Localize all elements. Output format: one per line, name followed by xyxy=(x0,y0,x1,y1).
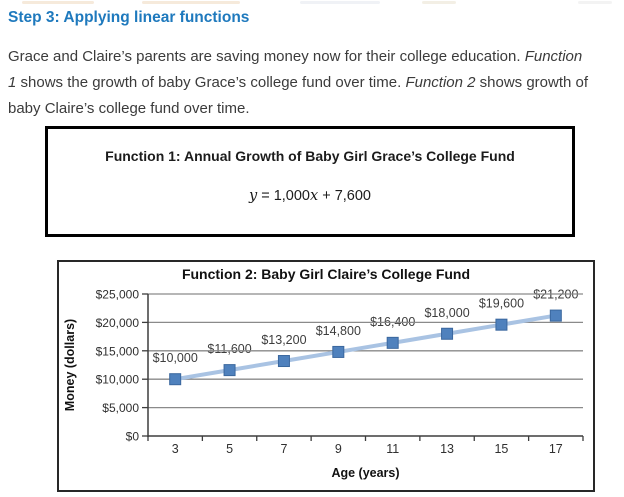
x-axis-title: Age (years) xyxy=(331,466,399,480)
x-tick-label: 9 xyxy=(335,442,342,456)
paragraph-line: baby Claire’s college fund over time. xyxy=(8,96,588,122)
y-tick-label: $25,000 xyxy=(96,288,140,302)
text-run: + 7,600 xyxy=(318,188,371,204)
paragraph-line: 1 shows the growth of baby Grace’s colle… xyxy=(8,70,588,96)
x-tick-label: 3 xyxy=(172,442,179,456)
x-tick-label: 11 xyxy=(386,442,399,456)
text-run: shows the growth of baby Grace’s college… xyxy=(16,74,406,91)
italic-text-run: Function xyxy=(524,48,583,65)
function1-equation: y = 1,000x + 7,600 xyxy=(48,188,572,204)
y-tick-label: $20,000 xyxy=(96,316,140,330)
italic-text-run: x xyxy=(310,188,319,204)
data-point xyxy=(169,373,182,386)
data-label: $19,600 xyxy=(479,297,524,311)
function1-box: Function 1: Annual Growth of Baby Girl G… xyxy=(45,126,575,237)
data-point xyxy=(495,318,508,331)
series-line xyxy=(174,313,557,382)
x-tick-label: 17 xyxy=(549,442,563,456)
page-title: Step 3: Applying linear functions xyxy=(8,9,250,26)
y-tick-label: $5,000 xyxy=(102,401,139,415)
text-run: = 1,000 xyxy=(257,188,310,204)
data-label: $11,600 xyxy=(207,342,251,356)
italic-text-run: 1 xyxy=(8,74,17,91)
text-run: Grace and Claire’s parents are saving mo… xyxy=(8,48,525,65)
x-tick-label: 7 xyxy=(280,442,287,456)
data-point xyxy=(386,336,399,349)
y-tick-label: $15,000 xyxy=(96,344,140,358)
data-label: $10,000 xyxy=(153,351,198,365)
x-tick-label: 5 xyxy=(226,442,233,456)
paragraph-line: Grace and Claire’s parents are saving mo… xyxy=(8,44,588,70)
data-point xyxy=(277,355,290,368)
data-point xyxy=(549,309,562,322)
x-tick-label: 15 xyxy=(494,442,508,456)
y-tick-label: $10,000 xyxy=(96,373,140,387)
function1-title: Function 1: Annual Growth of Baby Girl G… xyxy=(105,148,515,164)
y-axis-title: Money (dollars) xyxy=(63,319,77,411)
chart-title: Function 2: Baby Girl Claire’s College F… xyxy=(182,266,470,282)
data-label: $14,800 xyxy=(316,324,361,338)
data-point xyxy=(332,345,345,358)
y-tick-label: $0 xyxy=(126,430,140,444)
x-tick-label: 13 xyxy=(440,442,454,456)
data-point xyxy=(441,327,454,340)
chart-svg: $10,000$11,600$13,200$14,800$16,400$18,0… xyxy=(63,266,584,480)
data-point xyxy=(223,364,236,377)
function2-chart: $10,000 $11,600 $13,200 $14,800 $16,400 $18,0… xyxy=(57,260,595,492)
text-run: shows growth of xyxy=(475,74,589,91)
data-label: $13,200 xyxy=(261,333,306,347)
data-label: $18,000 xyxy=(424,306,469,320)
italic-text-run: y xyxy=(248,188,258,204)
text-run: baby Claire’s college fund over time. xyxy=(8,100,250,117)
intro-paragraph: Grace and Claire’s parents are saving mo… xyxy=(8,44,588,122)
italic-text-run: Function 2 xyxy=(405,74,476,91)
